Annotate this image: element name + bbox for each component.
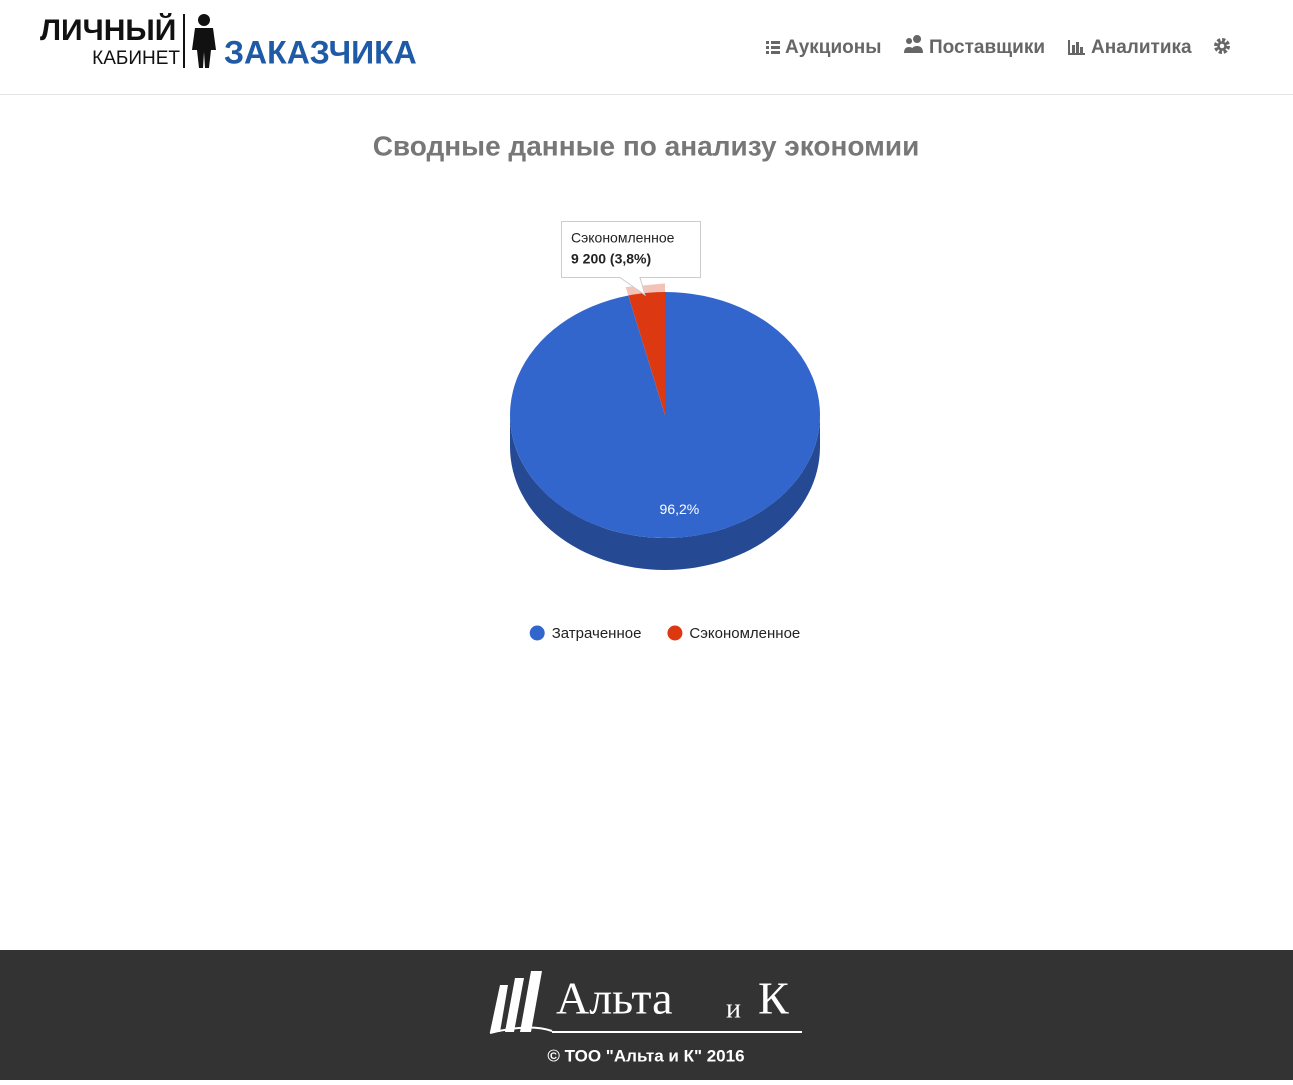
logo-line1: ЛИЧНЫЙ [40,13,176,47]
legend-swatch [529,625,545,641]
footer-brand: Альта [556,973,672,1024]
nav-link[interactable]: Поставщики [929,37,1045,58]
nav-icon [766,41,780,54]
footer-logo-mark [490,971,542,1032]
pie-side [510,415,820,570]
footer-brand-end: К [758,973,789,1024]
nav-link[interactable]: Аукционы [785,37,881,58]
legend-swatch [667,625,683,641]
nav: Аукционы Поставщики Аналитика [766,35,1230,58]
pie-slice[interactable] [509,292,820,538]
legend-label: Затраченное [552,625,642,642]
logo-line3: ЗАКАЗЧИКА [224,34,417,70]
nav-suppliers[interactable]: Поставщики [904,35,1045,58]
legend-item[interactable]: Сэкономленное [667,625,800,642]
nav-icon [1068,40,1085,55]
legend-item[interactable]: Затраченное [529,625,642,642]
tooltip-category: Сэкономленное [571,230,675,246]
nav-auctions[interactable]: Аукционы [766,37,881,58]
nav-settings[interactable] [1214,38,1230,54]
footer-logo-swoosh [489,1026,553,1034]
footer-copyright: © ТОО "Альта и К" 2016 [547,1046,744,1065]
settings-icon[interactable] [1214,38,1230,54]
logo-line2: КАБИНЕТ [92,48,180,69]
nav-icon [904,35,923,53]
logo[interactable]: ЛИЧНЫЙ КАБИНЕТ ЗАКАЗЧИКА [40,13,417,71]
nav-analytics[interactable]: Аналитика [1068,37,1192,58]
legend-label: Сэкономленное [689,625,800,642]
nav-link[interactable]: Аналитика [1091,37,1192,58]
logo-figure [192,14,216,68]
footer [0,950,1293,1080]
tooltip: Сэкономленное 9 200 (3,8%) [561,221,701,297]
footer-brand-conj: и [726,993,741,1024]
footer-logo: Альта и К [489,971,802,1034]
pie-chart: 96,2%Затраченное СэкономленноеСэкономленн… [509,221,820,642]
settings-icon-core [1217,41,1227,51]
tooltip-box [561,221,701,297]
pie-slice[interactable] [628,292,665,415]
tooltip-value: 9 200 (3,8%) [571,251,651,267]
chart-title: Сводные данные по анализу экономии [373,130,920,161]
slice-label: 96,2% [660,501,700,517]
